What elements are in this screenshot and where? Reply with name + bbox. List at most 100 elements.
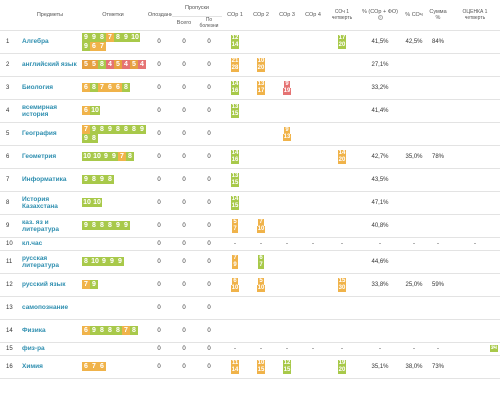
score-value[interactable]: 15 [230, 110, 240, 118]
grade-mark[interactable]: 9 [108, 257, 116, 266]
grade-mark[interactable]: 5 [90, 60, 98, 69]
grade-mark[interactable]: 8 [122, 83, 130, 92]
score-value[interactable]: 7 [258, 261, 264, 269]
score-value[interactable]: 14 [230, 149, 240, 157]
score-value[interactable]: 19 [337, 359, 347, 367]
grade-mark[interactable]: 8 [114, 32, 122, 42]
score-value[interactable]: 9 [284, 80, 290, 88]
grade-mark[interactable]: 5 [82, 60, 90, 69]
score-value[interactable]: 5 [258, 277, 264, 285]
grade-mark[interactable]: 7 [82, 124, 90, 134]
score-value[interactable]: 16 [230, 87, 240, 95]
grade-mark[interactable]: 8 [90, 175, 98, 184]
subject-link[interactable]: География [20, 122, 80, 146]
grade-mark[interactable]: 4 [106, 60, 114, 69]
score-value[interactable]: 10 [256, 359, 266, 367]
grade-mark[interactable]: 8 [98, 60, 106, 69]
score-value[interactable]: 12 [282, 359, 292, 367]
subject-link[interactable]: всемирная история [20, 99, 80, 123]
subject-link[interactable]: английский язык [20, 53, 80, 77]
grade-mark[interactable]: 6 [82, 106, 90, 115]
score-value[interactable]: 9 [232, 261, 238, 269]
score-value[interactable]: 15 [282, 366, 292, 374]
score-value[interactable]: 5 [232, 218, 238, 226]
grade-mark[interactable]: 8 [98, 221, 106, 230]
grade-mark[interactable]: 9 [102, 152, 110, 161]
score-value[interactable]: 14 [230, 366, 240, 374]
grade-mark[interactable]: 8 [114, 124, 122, 134]
grade-mark[interactable]: 9 [106, 124, 114, 134]
grade-mark[interactable]: 7 [82, 280, 90, 289]
grade-mark[interactable]: 9 [82, 32, 90, 42]
grade-mark[interactable]: 9 [82, 221, 90, 230]
grade-mark[interactable]: 9 [90, 124, 98, 134]
grade-mark[interactable]: 8 [98, 326, 106, 335]
score-value[interactable]: 17 [256, 87, 266, 95]
grade-mark[interactable]: 7 [118, 152, 126, 161]
score-value[interactable]: 17 [337, 34, 347, 42]
score-value[interactable]: 13 [282, 133, 292, 141]
subject-link[interactable]: Алгебра [20, 30, 80, 54]
grade-mark[interactable]: 8 [98, 124, 106, 134]
grade-mark[interactable]: 6 [82, 362, 90, 371]
score-value[interactable]: 20 [337, 41, 347, 49]
grade-mark[interactable]: 6 [106, 83, 114, 92]
grade-mark[interactable]: 7 [122, 326, 130, 335]
score-value[interactable]: 7 [232, 225, 238, 233]
score-value[interactable]: 14 [337, 149, 347, 157]
score-value[interactable]: 15 [337, 277, 347, 285]
subject-link[interactable]: Информатика [20, 168, 80, 192]
grade-mark[interactable]: 7 [90, 362, 98, 371]
subject-link[interactable]: самопознание [20, 296, 80, 320]
grade-mark[interactable]: 8 [130, 326, 138, 335]
grade-mark[interactable]: 10 [130, 32, 140, 42]
grade-mark[interactable]: 9 [82, 133, 90, 143]
score-value[interactable]: 10 [256, 284, 266, 292]
score-value[interactable]: 9 [284, 126, 290, 134]
score-value[interactable]: 30 [337, 284, 347, 292]
score-value[interactable]: 12 [230, 34, 240, 42]
grade-mark[interactable]: 7 [98, 41, 106, 51]
score-value[interactable]: 20 [256, 64, 266, 72]
score-value[interactable]: 7 [232, 254, 238, 262]
grade-mark[interactable]: 4 [138, 60, 146, 69]
subject-link[interactable]: русская литература [20, 250, 80, 274]
grade-mark[interactable]: 9 [114, 221, 122, 230]
grade-mark[interactable]: 8 [90, 133, 98, 143]
grade-mark[interactable]: 6 [114, 83, 122, 92]
grade-mark[interactable]: 8 [90, 221, 98, 230]
grade-mark[interactable]: 7 [106, 32, 114, 42]
subject-link[interactable]: каз. яз и литература [20, 214, 80, 238]
grade-mark[interactable]: 8 [106, 326, 114, 335]
score-value[interactable]: 6 [258, 254, 264, 262]
score-value[interactable]: 13 [256, 80, 266, 88]
grade-mark[interactable]: 8 [126, 152, 134, 161]
grade-mark[interactable]: 7 [98, 83, 106, 92]
subject-link[interactable]: Геометрия [20, 145, 80, 169]
subject-link[interactable]: Химия [20, 355, 80, 379]
score-value[interactable]: 10 [256, 225, 266, 233]
score-value[interactable]: 15 [230, 202, 240, 210]
grade-mark[interactable]: 8 [106, 221, 114, 230]
grade-mark[interactable]: 9 [90, 32, 98, 42]
grade-mark[interactable]: 5 [114, 60, 122, 69]
grade-mark[interactable]: 10 [82, 152, 92, 161]
grade-mark[interactable]: 10 [92, 152, 102, 161]
subject-link[interactable]: Физика [20, 319, 80, 343]
grade-mark[interactable]: 8 [82, 257, 90, 266]
grade-mark[interactable]: 10 [82, 198, 92, 207]
score-value[interactable]: 11 [230, 359, 240, 367]
score-value[interactable]: 10 [230, 284, 240, 292]
score-value[interactable]: 19 [282, 87, 292, 95]
score-value[interactable]: 28 [230, 64, 240, 72]
subject-link[interactable]: История Казахстана [20, 191, 80, 215]
score-value[interactable]: 14 [230, 195, 240, 203]
grade-mark[interactable]: 6 [82, 326, 90, 335]
grade-mark[interactable]: 6 [90, 41, 98, 51]
grade-mark[interactable]: 8 [106, 175, 114, 184]
score-value[interactable]: 10 [256, 57, 266, 65]
grade-mark[interactable]: 10 [90, 106, 100, 115]
grade-mark[interactable]: 9 [82, 41, 90, 51]
grade-mark[interactable]: 8 [114, 326, 122, 335]
subject-link[interactable]: русский язык [20, 273, 80, 297]
